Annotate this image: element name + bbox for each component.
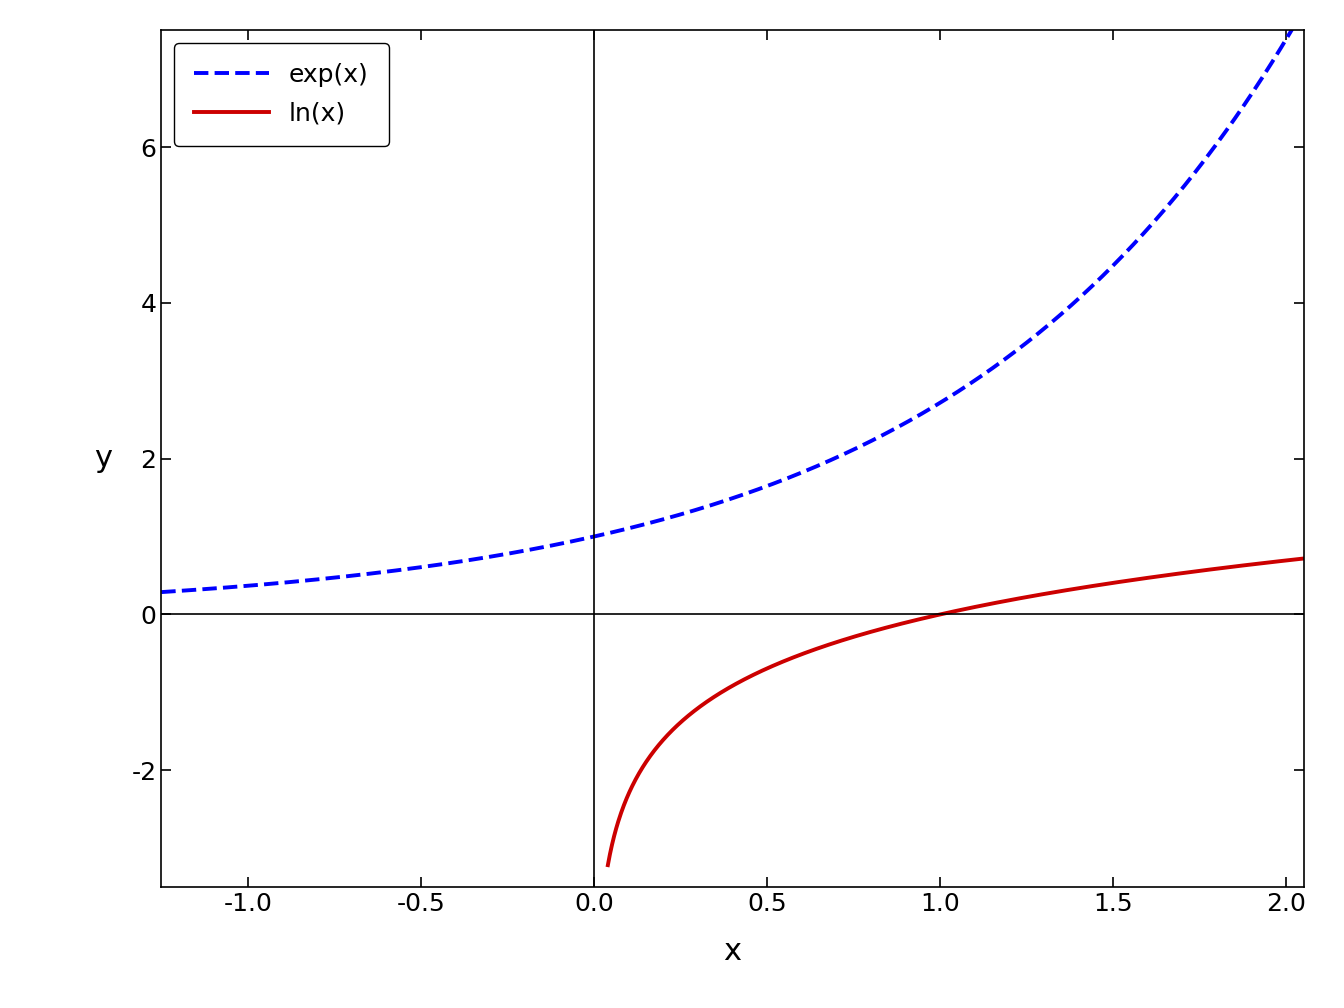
exp(x) (1064, 298, 1081, 310)
ln(x) (1154, 570, 1171, 582)
ln(x) (671, 718, 687, 730)
X-axis label: x: x (723, 936, 742, 966)
exp(x) (1296, 3, 1312, 15)
Line: ln(x): ln(x) (607, 558, 1304, 865)
exp(x) (153, 586, 169, 598)
Legend: exp(x), ln(x): exp(x), ln(x) (173, 42, 388, 146)
Y-axis label: y: y (94, 445, 113, 473)
Line: exp(x): exp(x) (161, 9, 1304, 592)
ln(x) (882, 621, 898, 633)
exp(x) (1044, 316, 1060, 328)
ln(x) (1142, 572, 1159, 584)
exp(x) (616, 523, 632, 535)
exp(x) (270, 578, 286, 590)
exp(x) (938, 393, 954, 405)
ln(x) (1078, 581, 1094, 593)
ln(x) (906, 615, 922, 627)
ln(x) (1296, 552, 1312, 564)
ln(x) (599, 859, 616, 871)
exp(x) (656, 513, 672, 525)
